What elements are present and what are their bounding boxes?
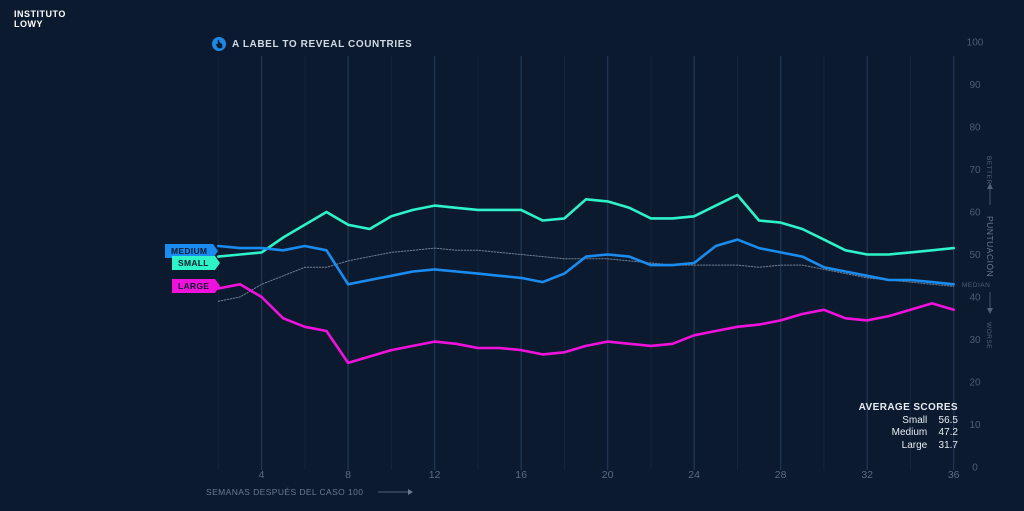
series-line-large[interactable]: [217, 283, 955, 365]
average-row-large: Large 31.7: [859, 440, 958, 453]
average-value: 31.7: [938, 439, 958, 451]
label-medium[interactable]: MEDIUM: [165, 244, 219, 258]
x-tick-label: 4: [259, 469, 265, 481]
label-small[interactable]: SMALL: [172, 256, 220, 270]
series-line-medium[interactable]: [217, 238, 955, 286]
chart-grid: [217, 56, 955, 470]
reveal-hint-text: A LABEL TO REVEAL COUNTRIES: [232, 38, 413, 50]
y-tick-label: 10: [969, 420, 981, 431]
average-value: 56.5: [938, 414, 958, 426]
y-axis-title: PUNTUACIÓN: [985, 216, 995, 277]
x-tick-label: 32: [861, 469, 873, 481]
label-large[interactable]: LARGE: [172, 279, 221, 293]
average-row-medium: Medium 47.2: [859, 427, 958, 440]
average-name: Small: [902, 414, 928, 426]
x-tick-label: 28: [775, 469, 787, 481]
y-tick-label: 20: [969, 378, 981, 389]
series-line-small[interactable]: [217, 193, 955, 258]
x-tick-label: 16: [515, 469, 527, 481]
x-axis-title: SEMANAS DESPUÉS DEL CASO 100: [206, 487, 363, 497]
chart-series: [217, 193, 955, 365]
x-tick-label: 24: [688, 469, 700, 481]
brand-line-1: INSTITUTO: [14, 9, 66, 19]
worse-label: WORSE: [985, 322, 992, 349]
y-tick-label: 50: [969, 250, 981, 261]
average-row-small: Small 56.5: [859, 415, 958, 428]
average-name: Medium: [891, 427, 928, 438]
x-tick-label: 20: [602, 469, 614, 481]
y-tick-label: 40: [969, 293, 981, 304]
series-line-median: [217, 247, 955, 302]
x-tick-label: 36: [948, 469, 960, 481]
y-tick-label: 80: [969, 123, 981, 134]
y-tick-label: 0: [972, 463, 978, 474]
y-tick-label: 90: [969, 80, 981, 91]
chart-axes: 4 8 12 16 20 24 28 32 36 0 10 20 30 40 50 60 70 80 90 100: [259, 38, 984, 482]
median-label: MEDIAN: [962, 282, 990, 289]
pointer-hand-icon: [212, 37, 226, 51]
x-axis-arrowhead: [408, 489, 413, 495]
y-tick-label: 60: [969, 208, 981, 219]
y-tick-label: 100: [967, 38, 984, 49]
reveal-hint: A LABEL TO REVEAL COUNTRIES: [212, 37, 412, 51]
lowy-institute-logo[interactable]: INSTITUTO LOWY: [14, 9, 66, 29]
brand-line-2: LOWY: [14, 19, 43, 29]
average-name: Large: [901, 439, 928, 451]
y-tick-label: 30: [969, 335, 981, 346]
worse-arrowhead: [987, 308, 993, 314]
average-scores-title: AVERAGE SCORES: [858, 402, 958, 413]
y-tick-label: 70: [969, 165, 981, 176]
x-tick-label: 8: [345, 469, 351, 481]
average-value: 47.2: [938, 427, 958, 438]
x-tick-label: 12: [429, 469, 441, 481]
better-arrowhead: [987, 183, 993, 189]
better-label: BETTER: [985, 156, 992, 185]
average-scores-panel: AVERAGE SCORES Small 56.5 Medium 47.2 La…: [859, 402, 958, 452]
